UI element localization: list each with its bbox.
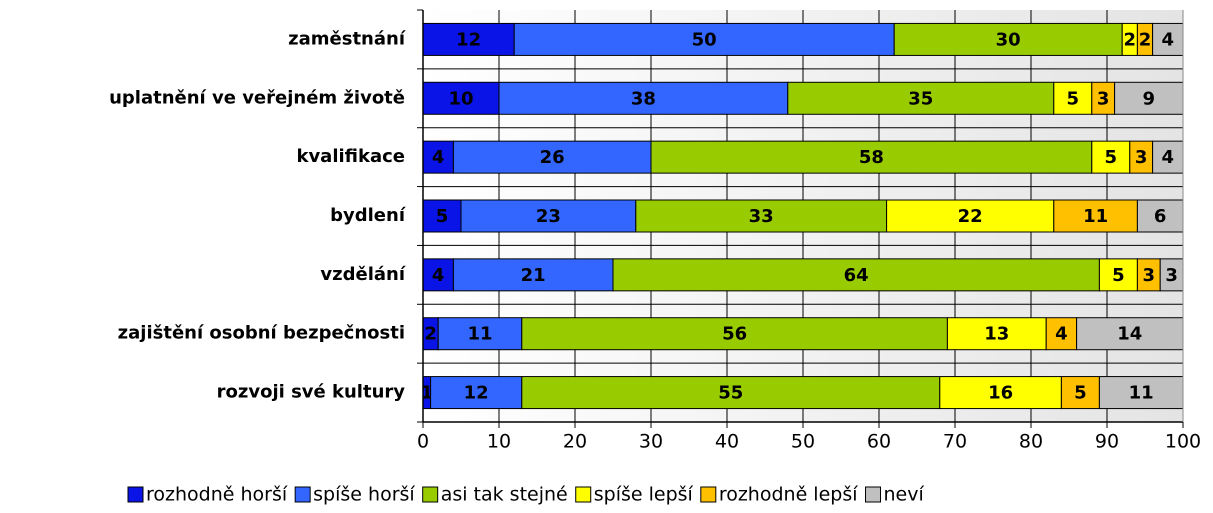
bar-segment — [612, 258, 1100, 292]
bar-segment — [939, 376, 1062, 410]
bar-segment — [452, 140, 652, 174]
value-label: 50 — [692, 29, 717, 50]
legend-label: rozhodně lepší — [719, 484, 858, 506]
value-label: 4 — [1162, 29, 1175, 50]
value-label: 3 — [1097, 88, 1110, 109]
value-label: 35 — [908, 88, 933, 109]
value-label: 14 — [1117, 324, 1142, 345]
x-tick-label: 90 — [1095, 431, 1119, 453]
category-label: bydlení — [330, 205, 406, 226]
category-label: uplatnění ve veřejném životě — [109, 87, 405, 108]
bar-segment — [422, 258, 454, 292]
value-label: 2 — [1124, 29, 1137, 50]
category-label: kvalifikace — [296, 146, 405, 167]
value-label: 11 — [1129, 383, 1154, 404]
value-label: 3 — [1135, 147, 1148, 168]
value-label: 10 — [448, 88, 473, 109]
bar-segment — [1076, 317, 1184, 351]
value-label: 5 — [1067, 88, 1080, 109]
x-tick-label: 20 — [563, 431, 587, 453]
x-tick-label: 30 — [639, 431, 663, 453]
legend-swatch — [422, 486, 439, 503]
category-label: zaměstnání — [288, 28, 406, 49]
value-label: 12 — [464, 383, 489, 404]
value-label: 4 — [1162, 147, 1175, 168]
bar-segment — [521, 317, 948, 351]
x-tick-label: 60 — [867, 431, 891, 453]
bar-segment — [893, 22, 1123, 56]
x-tick-label: 80 — [1019, 431, 1043, 453]
value-label: 55 — [718, 383, 743, 404]
bar-segment — [787, 81, 1055, 115]
bar-segment — [460, 199, 637, 233]
bar-segment — [650, 140, 1093, 174]
legend-swatch — [700, 486, 717, 503]
legend-label: rozhodně horší — [146, 484, 288, 506]
value-label: 30 — [996, 29, 1021, 50]
bar-segment — [430, 376, 523, 410]
x-tick-label: 70 — [943, 431, 967, 453]
bar-segment — [886, 199, 1055, 233]
value-label: 3 — [1143, 265, 1156, 286]
value-label: 6 — [1154, 206, 1167, 227]
value-label: 4 — [432, 147, 445, 168]
value-label: 22 — [958, 206, 983, 227]
value-label: 5 — [1074, 383, 1087, 404]
legend-label: spíše horší — [313, 484, 415, 506]
value-label: 26 — [540, 147, 565, 168]
x-tick-label: 0 — [417, 431, 429, 453]
value-label: 23 — [536, 206, 561, 227]
legend-label: spíše lepší — [594, 484, 694, 506]
value-label: 16 — [988, 383, 1013, 404]
value-label: 33 — [749, 206, 774, 227]
value-label: 5 — [436, 206, 449, 227]
bar-segment — [1053, 199, 1138, 233]
value-label: 56 — [722, 324, 747, 345]
value-label: 3 — [1165, 265, 1178, 286]
value-label: 11 — [467, 324, 492, 345]
bar-segment — [1053, 81, 1093, 115]
category-label: vzdělání — [320, 264, 405, 285]
x-tick-label: 100 — [1165, 431, 1201, 453]
value-label: 64 — [844, 265, 869, 286]
bar-segment — [1114, 81, 1184, 115]
value-label: 12 — [456, 29, 481, 50]
bar-segment — [1045, 317, 1078, 351]
value-label: 5 — [1105, 147, 1118, 168]
value-label: 11 — [1083, 206, 1108, 227]
legend-label: neví — [884, 484, 925, 506]
x-tick-label: 40 — [715, 431, 739, 453]
bar-segment — [498, 81, 789, 115]
value-label: 2 — [1139, 29, 1152, 50]
legend-swatch — [127, 486, 144, 503]
legend-swatch — [865, 486, 882, 503]
value-label: 38 — [631, 88, 656, 109]
x-tick-label: 50 — [791, 431, 815, 453]
value-label: 5 — [1112, 265, 1125, 286]
bar-segment — [437, 317, 523, 351]
value-label: 13 — [984, 324, 1009, 345]
bar-segment — [635, 199, 888, 233]
value-label: 4 — [1055, 324, 1068, 345]
legend-swatch — [575, 486, 592, 503]
bar-segment — [422, 22, 515, 56]
legend-swatch — [294, 486, 311, 503]
category-label: rozvoji své kultury — [217, 382, 406, 403]
bar-segment — [946, 317, 1047, 351]
bar-segment — [1136, 199, 1184, 233]
value-label: 4 — [432, 265, 445, 286]
bar-segment — [422, 140, 454, 174]
bar-segment — [1098, 376, 1184, 410]
bar-segment — [452, 258, 614, 292]
category-label: zajištění osobní bezpečnosti — [118, 323, 405, 344]
bar-segment — [521, 376, 941, 410]
value-label: 58 — [859, 147, 884, 168]
value-label: 21 — [521, 265, 546, 286]
legend-label: asi tak stejné — [441, 484, 568, 506]
value-label: 2 — [424, 324, 437, 345]
value-label: 9 — [1143, 88, 1156, 109]
x-tick-label: 10 — [487, 431, 511, 453]
bar-segment — [422, 199, 462, 233]
